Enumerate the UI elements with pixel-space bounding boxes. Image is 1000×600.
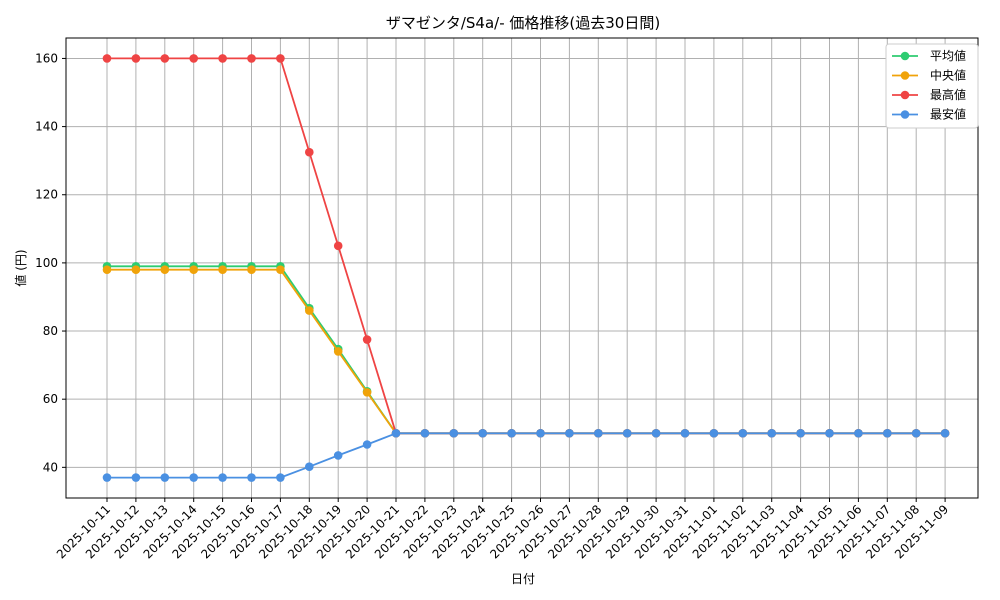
data-point — [189, 54, 198, 63]
legend-label: 最安値 — [930, 107, 966, 122]
data-point — [709, 428, 719, 438]
data-point — [102, 54, 112, 63]
series-line — [107, 57, 946, 435]
data-point — [131, 473, 141, 482]
y-tick-label: 140 — [35, 120, 58, 134]
data-point — [854, 428, 863, 438]
y-tick-label: 120 — [35, 188, 58, 202]
legend-marker — [900, 71, 910, 80]
data-point — [305, 306, 314, 315]
data-point — [189, 473, 198, 482]
y-axis-label: 値 (円) — [13, 249, 28, 286]
data-point — [160, 265, 170, 275]
series-line — [107, 265, 946, 435]
data-point — [276, 265, 285, 275]
data-point — [420, 428, 430, 438]
data-point — [102, 265, 112, 275]
data-point — [189, 265, 198, 275]
data-point — [738, 428, 748, 438]
data-point — [362, 440, 372, 449]
legend-label: 最高値 — [930, 87, 966, 102]
data-point — [651, 428, 661, 438]
data-point — [883, 428, 892, 438]
series-line — [107, 432, 946, 479]
legend-box — [885, 43, 979, 129]
legend-marker — [900, 90, 910, 100]
series-line — [107, 268, 946, 435]
data-point — [218, 473, 227, 482]
y-tick-label: 80 — [43, 324, 58, 338]
legend-label: 中央値 — [930, 68, 966, 83]
data-point — [478, 428, 488, 438]
x-axis: 2025-10-112025-10-122025-10-132025-10-14… — [54, 498, 951, 561]
data-point — [305, 147, 314, 157]
data-point — [940, 428, 950, 438]
data-point — [594, 428, 603, 438]
data-point — [391, 428, 401, 438]
y-tick-label: 100 — [35, 256, 58, 270]
data-point — [333, 451, 343, 460]
data-point — [131, 54, 141, 63]
y-tick-label: 40 — [43, 460, 58, 474]
data-point — [362, 335, 372, 344]
y-tick-label: 160 — [35, 51, 58, 65]
data-point — [825, 428, 834, 438]
data-point — [160, 54, 170, 63]
legend-label: 平均値 — [930, 48, 966, 63]
data-point — [333, 241, 343, 251]
plot-area-frame — [65, 37, 979, 499]
data-point — [507, 428, 516, 438]
data-point — [333, 347, 343, 356]
legend-marker — [900, 51, 910, 61]
data-point — [218, 54, 227, 63]
data-point — [622, 428, 632, 438]
data-point — [796, 428, 805, 438]
data-point — [247, 265, 256, 275]
data-point — [362, 388, 372, 397]
x-axis-label: 日付 — [511, 572, 535, 586]
data-point — [449, 428, 459, 438]
data-point — [276, 54, 285, 63]
data-point — [247, 473, 256, 482]
data-point — [911, 428, 921, 438]
y-tick-label: 60 — [43, 392, 58, 406]
data-point — [218, 265, 227, 275]
data-point — [536, 428, 545, 438]
y-axis: 40 60 80 100 120 140 160 — [35, 51, 66, 474]
data-point — [680, 428, 690, 438]
data-point — [160, 473, 170, 482]
chart-title: ザマゼンタ/S4a/- 価格推移(過去30日間) — [386, 14, 660, 32]
data-point — [102, 473, 112, 482]
data-point — [131, 265, 141, 275]
data-point — [767, 428, 776, 438]
data-point — [565, 428, 574, 438]
grid — [66, 38, 978, 498]
data-point — [305, 462, 314, 471]
data-point — [276, 473, 285, 482]
series-group — [102, 54, 950, 482]
data-point — [247, 54, 256, 63]
legend-marker — [900, 110, 910, 119]
